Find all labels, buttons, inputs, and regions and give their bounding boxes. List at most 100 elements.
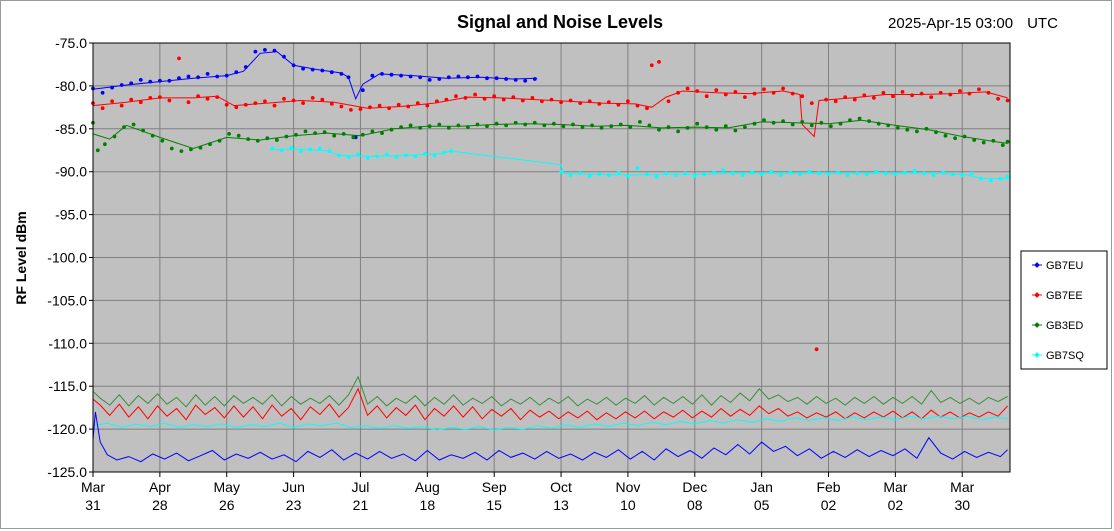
signal-point-gb3ed — [599, 126, 604, 130]
signal-point-gb3ed — [657, 127, 661, 132]
signal-point-gb3ed — [427, 124, 432, 129]
signal-point-gb3ed — [437, 122, 442, 127]
signal-point-gb7ee — [454, 94, 458, 99]
signal-point-gb7ee — [676, 90, 680, 95]
signal-point-gb7eu — [243, 65, 248, 69]
signal-point-gb3ed — [590, 123, 594, 128]
signal-point-gb7ee — [540, 99, 544, 104]
signal-point-gb7sq — [893, 172, 898, 177]
signal-point-gb7ee — [110, 99, 114, 104]
x-tick-month: Jan — [750, 479, 773, 495]
signal-point-gb7ee — [177, 56, 181, 61]
signal-point-gb3ed — [790, 122, 795, 127]
signal-point-gb7sq — [568, 173, 573, 178]
signal-point-gb7ee — [743, 95, 747, 99]
signal-point-gb7ee — [559, 100, 563, 105]
signal-point-gb3ed — [150, 133, 155, 138]
signal-point-gb3ed — [714, 127, 719, 132]
signal-point-gb3ed — [303, 129, 308, 134]
x-tick-month: Mar — [81, 479, 105, 495]
signal-point-gb7ee — [463, 96, 468, 100]
signal-point-gb7eu — [196, 75, 201, 80]
signal-point-gb7ee — [790, 91, 795, 96]
signal-point-gb7eu — [339, 72, 344, 76]
signal-point-gb7sq — [298, 149, 303, 154]
signal-point-gb3ed — [647, 123, 652, 128]
signal-point-gb7sq — [1005, 174, 1010, 179]
signal-point-gb7ee — [800, 94, 805, 99]
signal-point-gb3ed — [189, 147, 193, 152]
signal-point-gb7eu — [186, 74, 191, 79]
signal-point-gb3ed — [532, 120, 537, 125]
signal-point-gb7ee — [714, 88, 719, 93]
signal-point-gb7ee — [129, 97, 134, 102]
signal-point-gb3ed — [934, 130, 938, 135]
y-tick-label: -75.0 — [55, 35, 87, 51]
signal-point-gb7ee — [215, 95, 220, 99]
signal-point-gb7eu — [215, 74, 220, 79]
signal-point-gb7ee — [948, 92, 953, 97]
signal-point-gb7ee — [425, 103, 430, 108]
signal-point-gb3ed — [638, 120, 642, 124]
x-tick-month: May — [214, 479, 240, 495]
signal-point-gb3ed — [122, 125, 126, 129]
signal-point-gb7ee — [301, 101, 305, 105]
signal-point-gb3ed — [504, 123, 508, 128]
signal-point-gb3ed — [915, 129, 919, 134]
x-tick-month: Jun — [282, 479, 305, 495]
signal-point-gb7sq — [645, 172, 649, 177]
signal-point-gb3ed — [561, 124, 566, 129]
signal-point-gb7eu — [494, 76, 499, 81]
signal-point-gb7ee — [938, 90, 943, 95]
signal-point-gb7ee — [100, 106, 105, 111]
signal-point-gb7eu — [360, 88, 365, 93]
signal-point-gb7eu — [466, 75, 470, 80]
signal-point-gb3ed — [809, 123, 814, 128]
signal-point-gb7eu — [456, 74, 461, 79]
signal-point-gb3ed — [685, 126, 690, 130]
signal-point-gb7sq — [712, 170, 716, 175]
signal-point-gb7sq — [578, 171, 583, 176]
signal-point-gb7sq — [750, 170, 754, 175]
signal-point-gb3ed — [179, 149, 184, 154]
signal-point-gb7ee — [368, 105, 372, 110]
x-tick-month: Mar — [883, 479, 907, 495]
signal-point-gb7eu — [310, 67, 315, 72]
signal-point-gb7eu — [129, 81, 134, 86]
signal-point-gb7eu — [119, 83, 124, 87]
signal-point-gb7eu — [253, 49, 258, 54]
signal-point-gb7sq — [673, 173, 678, 178]
signal-point-gb7ee — [482, 96, 487, 101]
signal-point-gb7ee — [291, 98, 296, 103]
signal-point-gb7ee — [396, 102, 401, 107]
signal-point-gb3ed — [752, 121, 757, 126]
signal-point-gb7sq — [778, 173, 783, 178]
signal-point-gb7eu — [291, 63, 296, 68]
signal-point-gb7sq — [356, 152, 360, 157]
signal-point-gb3ed — [341, 132, 346, 136]
signal-point-gb7ee — [282, 96, 286, 101]
legend: GB7EU GB7EE GB3ED GB7SQ — [1020, 250, 1108, 370]
signal-point-gb7eu — [389, 72, 394, 77]
signal-point-gb7ee — [473, 92, 477, 97]
y-tick-label: -85.0 — [55, 121, 87, 137]
x-tick-day: 15 — [486, 497, 502, 513]
x-tick-month: Dec — [682, 479, 707, 495]
signal-point-gb3ed — [838, 121, 843, 126]
signal-point-gb7eu — [437, 77, 442, 81]
signal-points — [91, 48, 1010, 352]
signal-point-gb7eu — [523, 78, 528, 83]
timestamp-value: 2025-Apr-15 03:00 — [888, 15, 1013, 32]
signal-point-gb7sq — [423, 151, 427, 156]
signal-point-gb3ed — [666, 125, 671, 129]
signal-point-gb3ed — [723, 124, 728, 129]
signal-point-gb7ee — [606, 100, 611, 105]
signal-point-gb7sq — [449, 149, 454, 154]
signal-point-gb3ed — [762, 118, 766, 123]
x-tick-month: Mar — [950, 479, 974, 495]
signal-point-gb7ee — [958, 89, 962, 93]
signal-point-gb3ed — [198, 145, 203, 150]
signal-point-gb3ed — [208, 142, 212, 147]
signal-point-gb3ed — [131, 122, 136, 127]
